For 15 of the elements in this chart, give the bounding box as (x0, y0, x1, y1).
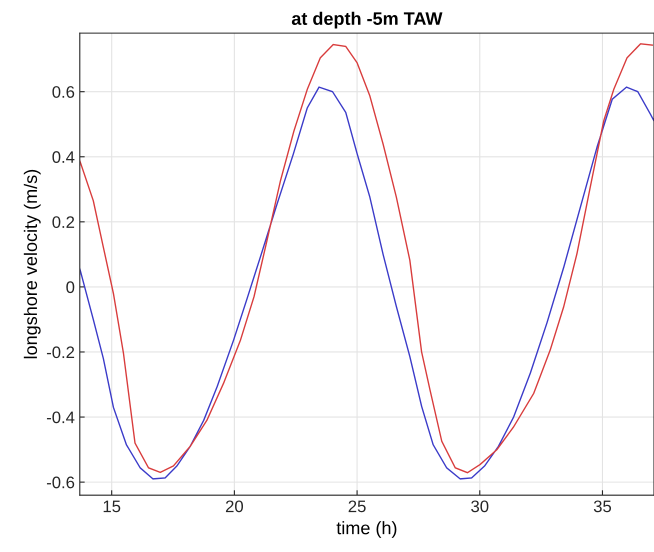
y-tick-label: -0.2 (46, 346, 74, 358)
y-tick-label: 0.4 (52, 151, 74, 163)
y-axis-title: longshore velocity (m/s) (24, 170, 41, 358)
chart-title: at depth -5m TAW (292, 12, 442, 29)
x-tick-label: 25 (348, 500, 366, 512)
x-tick-label: 35 (594, 500, 612, 512)
y-tick-label: 0.6 (52, 86, 74, 98)
x-tick-label: 15 (104, 500, 120, 512)
y-tick-label: -0.4 (46, 411, 74, 424)
y-tick-label: 0.2 (52, 216, 74, 228)
x-tick-label: 30 (471, 500, 488, 512)
x-tick-label: 20 (226, 500, 243, 512)
y-tick-label: 0 (66, 281, 74, 294)
y-tick-label: -0.6 (46, 476, 74, 488)
x-axis-title: time (h) (336, 521, 396, 538)
